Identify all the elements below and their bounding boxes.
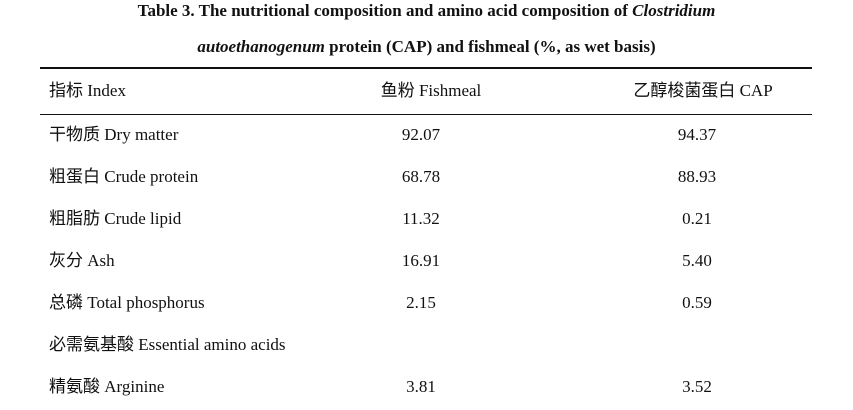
row-fishmeal-value: 16.91 <box>401 251 441 270</box>
row-cap-value: 94.37 <box>677 125 717 144</box>
caption-species: autoethanogenum <box>197 37 325 56</box>
caption-rest: protein (CAP) and fishmeal (%, as wet ba… <box>324 37 656 56</box>
row-fishmeal-value: 92.07 <box>401 125 441 144</box>
row-cap-value: 5.40 <box>682 251 712 270</box>
row-label: 灰分 Ash <box>49 251 115 270</box>
row-fishmeal-value: 2.15 <box>406 293 436 312</box>
table-top-rule <box>40 67 812 69</box>
caption-genus: Clostridium <box>632 1 716 20</box>
table-caption-line-1: Table 3. The nutritional composition and… <box>0 0 853 22</box>
row-cap-value: 0.21 <box>682 209 712 228</box>
table-header-rule <box>40 114 812 115</box>
section-label: 必需氨基酸 Essential amino acids <box>49 335 286 354</box>
header-fishmeal: 鱼粉 Fishmeal <box>380 81 482 100</box>
table-header-row: 指标 Index 鱼粉 Fishmeal 乙醇梭菌蛋白 CAP <box>0 78 853 104</box>
row-label: 粗蛋白 Crude protein <box>49 167 199 186</box>
row-label: 精氨酸 Arginine <box>49 377 165 396</box>
row-fishmeal-value: 11.32 <box>402 209 440 228</box>
table-row: 干物质 Dry matter 92.07 94.37 <box>0 122 853 148</box>
table-row: 粗脂肪 Crude lipid 11.32 0.21 <box>0 206 853 232</box>
header-cap: 乙醇梭菌蛋白 CAP <box>633 81 773 100</box>
row-label: 粗脂肪 Crude lipid <box>49 209 182 228</box>
row-fishmeal-value: 68.78 <box>401 167 441 186</box>
table-row: 精氨酸 Arginine 3.81 3.52 <box>0 374 853 400</box>
row-label: 总磷 Total phosphorus <box>49 293 205 312</box>
row-label: 干物质 Dry matter <box>49 125 179 144</box>
table-row: 粗蛋白 Crude protein 68.78 88.93 <box>0 164 853 190</box>
caption-prefix: Table 3. The nutritional composition and… <box>137 1 633 20</box>
row-cap-value: 88.93 <box>677 167 717 186</box>
row-fishmeal-value: 3.81 <box>406 377 436 396</box>
table-caption-line-2: autoethanogenum protein (CAP) and fishme… <box>0 36 853 58</box>
table-row: 灰分 Ash 16.91 5.40 <box>0 248 853 274</box>
table-row: 总磷 Total phosphorus 2.15 0.59 <box>0 290 853 316</box>
table-section-row: 必需氨基酸 Essential amino acids <box>0 332 853 358</box>
row-cap-value: 3.52 <box>682 377 712 396</box>
header-index: 指标 Index <box>49 81 126 100</box>
row-cap-value: 0.59 <box>682 293 712 312</box>
